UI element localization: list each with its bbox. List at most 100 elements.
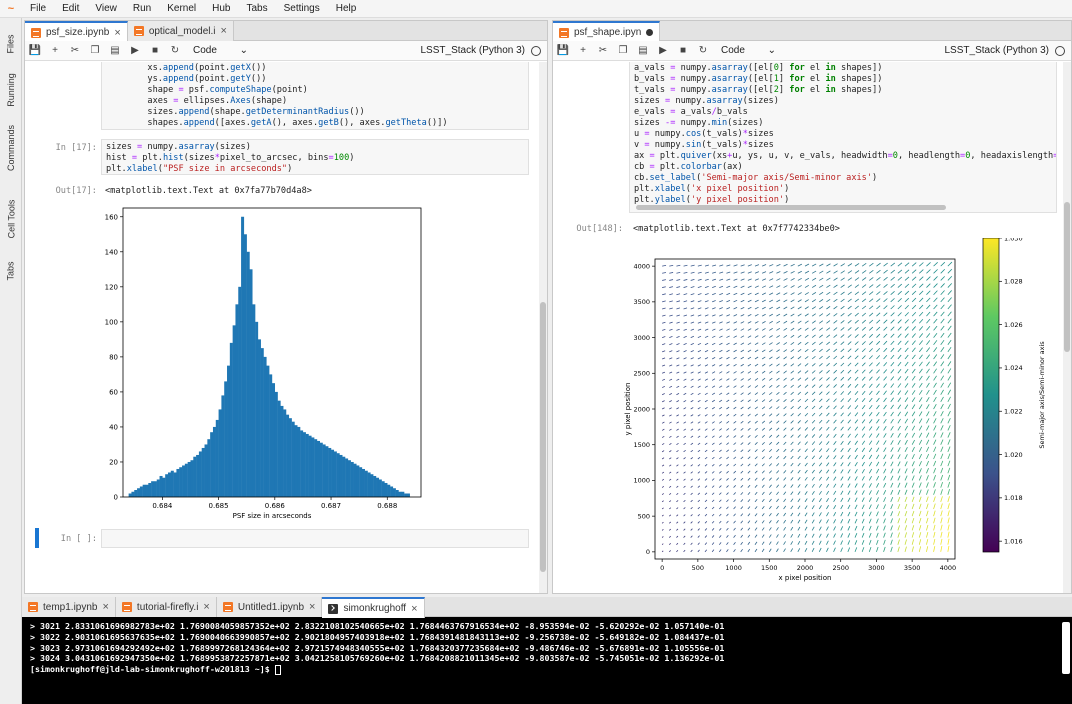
tab-untitled1[interactable]: Untitled1.ipynb × — [216, 597, 323, 617]
close-icon[interactable]: × — [411, 602, 418, 615]
restart-icon[interactable]: ↻ — [170, 45, 180, 56]
run-icon[interactable]: ▶ — [131, 45, 139, 56]
cell-type-select[interactable]: Code ⌄ — [193, 45, 248, 56]
close-icon[interactable]: × — [114, 26, 121, 39]
run-icon[interactable]: ▶ — [659, 45, 667, 56]
scrollbar-thumb[interactable] — [1064, 202, 1070, 352]
quiver-arrow — [876, 440, 880, 445]
quiver-arrow — [869, 341, 873, 345]
add-cell-icon[interactable]: + — [52, 45, 58, 56]
menu-file[interactable]: File — [30, 3, 47, 14]
code-cell[interactable]: a_vals = numpy.asarray([el[0] for el in … — [629, 62, 1057, 213]
paste-icon[interactable]: ▤ — [110, 45, 120, 56]
horizontal-scrollbar-thumb[interactable] — [636, 205, 946, 210]
restart-icon[interactable]: ↻ — [698, 45, 708, 56]
quiver-arrow — [854, 334, 859, 338]
quiver-arrow — [790, 484, 794, 488]
menu-kernel[interactable]: Kernel — [167, 3, 197, 14]
sidebar-tab-cell-tools[interactable]: Cell Tools — [0, 192, 22, 246]
histogram-bar — [196, 454, 200, 497]
quiver-arrow — [783, 448, 787, 453]
copy-icon[interactable]: ❐ — [618, 45, 628, 56]
kernel-name[interactable]: LSST_Stack (Python 3) — [420, 45, 526, 56]
quiver-arrow — [940, 403, 944, 410]
code-editor[interactable]: xs.append(point.getX()) ys.append(point.… — [106, 63, 448, 128]
close-icon[interactable]: × — [309, 601, 316, 613]
add-cell-icon[interactable]: + — [580, 45, 586, 56]
sidebar-tab-running[interactable]: Running — [0, 68, 22, 112]
quiver-arrow — [733, 527, 736, 531]
save-icon[interactable]: 💾 — [556, 45, 570, 56]
scrollbar[interactable] — [539, 62, 547, 593]
menu-hub[interactable]: Hub — [212, 3, 231, 14]
tab-psf-size[interactable]: psf_size.ipynb × — [25, 21, 128, 42]
sidebar-tab-files[interactable]: Files — [0, 24, 22, 64]
close-icon[interactable]: × — [203, 601, 210, 613]
quiver-arrow — [790, 263, 795, 267]
quiver-arrow — [797, 420, 801, 424]
scrollbar[interactable] — [1063, 62, 1071, 593]
code-cell[interactable]: sizes = numpy.asarray(sizes) hist = plt.… — [101, 139, 529, 175]
code-editor[interactable]: sizes = numpy.asarray(sizes) hist = plt.… — [106, 142, 355, 174]
quiver-arrow — [726, 456, 729, 460]
quiver-arrow — [947, 290, 952, 295]
colorbar-tick-label: 1.016 — [1004, 537, 1023, 545]
stop-icon[interactable]: ■ — [679, 45, 687, 56]
scrollbar-thumb[interactable] — [540, 302, 546, 572]
quiver-arrow — [826, 320, 831, 324]
quiver-arrow — [940, 290, 945, 295]
quiver-arrow — [783, 434, 787, 438]
kernel-name[interactable]: LSST_Stack (Python 3) — [944, 45, 1050, 56]
tab-terminal[interactable]: simonkrughoff × — [322, 597, 425, 618]
quiver-arrow — [747, 420, 751, 424]
menu-view[interactable]: View — [95, 3, 117, 14]
sidebar-tab-commands[interactable]: Commands — [0, 118, 22, 178]
tab-tutorial-firefly[interactable]: tutorial-firefly.i × — [115, 597, 217, 617]
tab-optical-model[interactable]: optical_model.i × — [127, 21, 234, 41]
code-cell[interactable]: xs.append(point.getX()) ys.append(point.… — [101, 62, 529, 130]
quiver-arrow — [783, 370, 787, 374]
quiver-arrow — [690, 407, 694, 410]
sidebar-tab-tabs[interactable]: Tabs — [0, 256, 22, 286]
stop-icon[interactable]: ■ — [151, 45, 159, 56]
quiver-arrow — [747, 527, 751, 531]
quiver-arrow — [854, 277, 860, 281]
empty-code-cell[interactable] — [101, 529, 529, 548]
copy-icon[interactable]: ❐ — [90, 45, 100, 56]
close-icon[interactable]: × — [102, 601, 109, 613]
quiver-arrow — [933, 269, 938, 274]
cut-icon[interactable]: ✂ — [70, 45, 80, 56]
quiver-arrow — [676, 314, 680, 317]
quiver-arrow — [697, 335, 702, 338]
quiver-arrow — [918, 326, 924, 331]
quiver-arrow — [683, 328, 687, 331]
tab-psf-shape[interactable]: psf_shape.ipyn — [553, 21, 661, 42]
code-editor[interactable]: a_vals = numpy.asarray([el[0] for el in … — [634, 63, 1056, 205]
quiver-arrow — [833, 540, 836, 545]
quiver-arrow — [854, 398, 859, 403]
quiver-arrow — [690, 521, 693, 524]
terminal-scrollbar-thumb[interactable] — [1062, 622, 1070, 674]
quiver-arrow — [868, 511, 872, 517]
menu-edit[interactable]: Edit — [62, 3, 80, 14]
close-icon[interactable]: × — [220, 25, 227, 37]
menu-run[interactable]: Run — [132, 3, 152, 14]
menu-settings[interactable]: Settings — [283, 3, 320, 14]
menu-help[interactable]: Help — [335, 3, 357, 14]
unsaved-dot-icon[interactable] — [646, 29, 654, 36]
quiver-arrow — [897, 511, 901, 517]
quiver-arrow — [690, 442, 694, 446]
menu-tabs[interactable]: Tabs — [246, 3, 268, 14]
terminal-prompt-line[interactable]: [simonkrughoff@jld-lab-simonkrughoff-w20… — [30, 664, 1064, 675]
cut-icon[interactable]: ✂ — [598, 45, 608, 56]
quiver-arrow — [911, 461, 915, 467]
tab-temp1[interactable]: temp1.ipynb × — [22, 597, 116, 617]
save-icon[interactable]: 💾 — [28, 45, 42, 56]
quiver-arrow — [890, 319, 895, 324]
cell-type-select[interactable]: Code ⌄ — [721, 45, 776, 56]
quiver-arrow — [811, 519, 815, 524]
paste-icon[interactable]: ▤ — [638, 45, 648, 56]
terminal-output[interactable]: > 3021 2.8331061696982783e+02 1.76900840… — [22, 618, 1072, 704]
quiver-arrow — [669, 450, 672, 453]
quiver-arrow — [918, 517, 922, 524]
